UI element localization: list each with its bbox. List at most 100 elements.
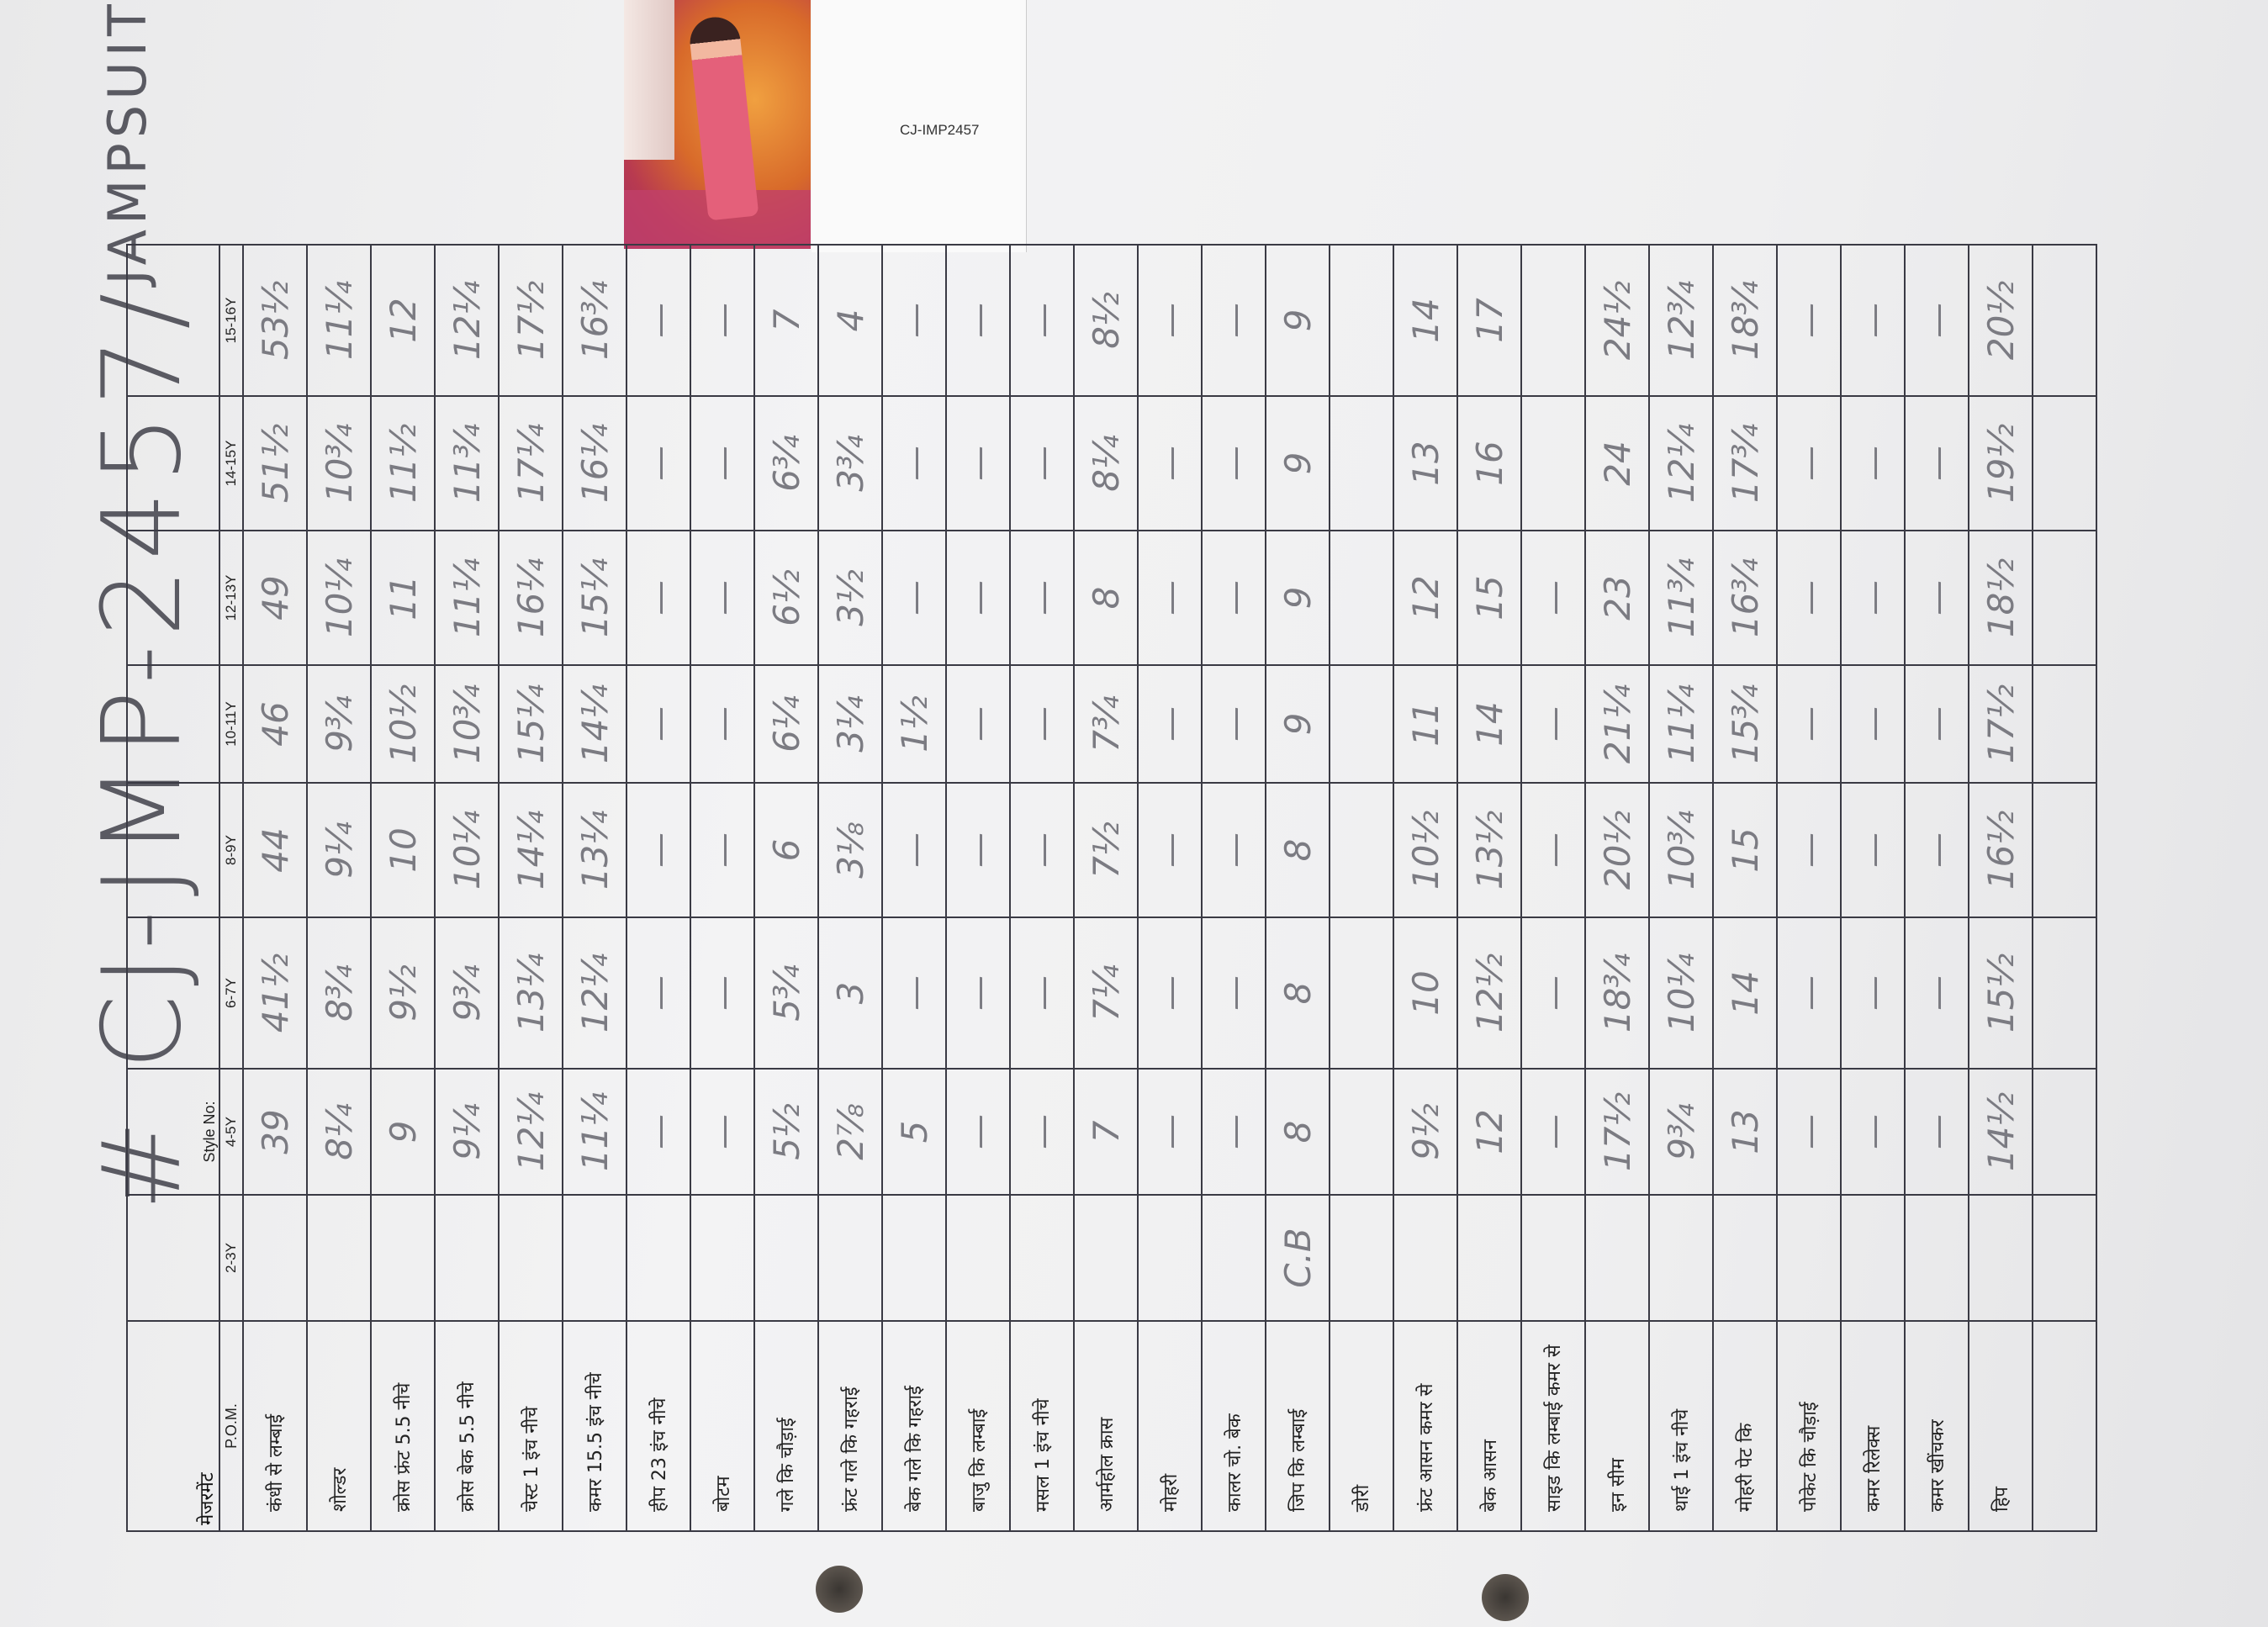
measurement-value: — [882,531,946,665]
measurement-value: 9 [1266,245,1330,396]
measurement-value: 9¾ [307,665,371,783]
measurement-value: 10¼ [1649,917,1713,1069]
measurement-value: 1½ [882,665,946,783]
measurement-value: 7 [754,245,818,396]
measurement-value: 11¼ [307,245,371,396]
measurement-point-label: साइड कि लम्बाई कमर से [1521,1321,1585,1531]
measurement-value: 10 [1393,917,1457,1069]
measurement-value: 11 [1393,665,1457,783]
table-row: मोहरी — — — — — — — [1138,245,1202,1531]
measurement-value [307,1195,371,1321]
table-row: कमर 15.5 इंच नीचे 11¼ 12¼ 13¼ 14¼ 15¼ 16¼ 16¾ [563,245,626,1531]
measurement-value [1010,1195,1074,1321]
measurement-value: — [690,783,754,917]
table-row: कंधी से लम्बाई 39 41½ 44 46 49 51½ 53½ [243,245,307,1531]
measurement-value: 5½ [754,1069,818,1195]
measurement-value: 44 [243,783,307,917]
punch-hole [816,1566,863,1613]
measurement-value: — [1138,665,1202,783]
table-row: हिप 14½ 15½ 16½ 17½ 18½ 19½ 20½ [1969,245,2033,1531]
measurement-value: 17¾ [1713,396,1777,531]
measurement-value [626,1195,690,1321]
table-row: कालर चो. बेक — — — — — — — [1202,245,1266,1531]
measurement-point-label: मोहरी [1138,1321,1202,1531]
photo-label-box: CJ-IMP2457 [812,0,1027,252]
measurement-value [1330,783,1393,917]
measurement-value [563,1195,626,1321]
measurement-value: — [1777,396,1841,531]
measurement-value: — [1841,783,1905,917]
measurement-value: 3 [818,917,882,1069]
measurement-value: 9 [371,1069,435,1195]
measurement-point-label: फ्रंट गले कि गहराई [818,1321,882,1531]
measurement-value [1521,396,1585,531]
measurement-value: 39 [243,1069,307,1195]
table-row: पोकेट कि चौड़ाई — — — — — — — [1777,245,1841,1531]
measurement-value [1074,1195,1138,1321]
measurement-point-label: बोटम [690,1321,754,1531]
measurement-value: 13 [1713,1069,1777,1195]
measurement-value: — [882,396,946,531]
measurement-value: 51½ [243,396,307,531]
measurement-value [1330,665,1393,783]
measurement-value: 16¼ [499,531,563,665]
measurement-value: — [690,531,754,665]
measurement-value: 5 [882,1069,946,1195]
measurement-value [1330,396,1393,531]
measurement-value: — [1841,531,1905,665]
measurement-value: 23 [1585,531,1649,665]
measurement-value [1649,1195,1713,1321]
measurement-value: — [1841,917,1905,1069]
measurement-value: 9¼ [307,783,371,917]
measurement-heading: मेजरमेंट [197,1472,218,1525]
measurement-value: 9¾ [1649,1069,1713,1195]
table-row: फ्रंट गले कि गहराई 2⅞ 3 3⅛ 3¼ 3½ 3¾ 4 [818,245,882,1531]
measurement-value [1393,1195,1457,1321]
measurement-value: — [1202,917,1266,1069]
measurement-value: 20½ [1585,783,1649,917]
measurement-value: 15 [1457,531,1521,665]
table-row: इन सीम 17½ 18¾ 20½ 21¼ 23 24 24½ [1585,245,1649,1531]
measurement-value: 3¾ [818,396,882,531]
measurement-value: — [1202,245,1266,396]
measurement-value: — [946,531,1010,665]
measurement-value: 13¼ [563,783,626,917]
measurement-value: — [1905,396,1969,531]
measurement-value: 8¾ [307,917,371,1069]
measurement-value: — [1777,917,1841,1069]
measurement-value [2033,1069,2096,1195]
table-row: कमर खींचकर — — — — — — — [1905,245,1969,1531]
measurement-value: 8 [1266,917,1330,1069]
corner-header: मेजरमेंट [127,1321,219,1531]
measurement-value: 4 [818,245,882,396]
measurement-value: 10¾ [435,665,499,783]
size-header-10-11y: 10-11Y [219,665,243,783]
measurement-point-label: मसल 1 इंच नीचे [1010,1321,1074,1531]
measurement-value: — [1521,531,1585,665]
measurement-value: 9¼ [435,1069,499,1195]
measurement-value: — [626,665,690,783]
measurement-value: — [946,665,1010,783]
measurement-value: 15¼ [563,531,626,665]
measurement-value: — [882,917,946,1069]
measurement-value [1330,531,1393,665]
size-header-14-15y: 14-15Y [219,396,243,531]
size-header-15-16y: 15-16Y [219,245,243,396]
measurement-value: — [1138,1069,1202,1195]
measurement-value: — [946,396,1010,531]
measurement-table: मेजरमेंट Style No: P.O.M. 2-3Y 4-5Y 6-7Y 8-… [126,244,2097,1532]
measurement-value: — [690,396,754,531]
measurement-value [1138,1195,1202,1321]
measurement-value: 14 [1393,245,1457,396]
measurement-value: — [1202,531,1266,665]
measurement-value [818,1195,882,1321]
measurement-value: — [626,531,690,665]
table-row: हीप 23 इंच नीचे — — — — — — — [626,245,690,1531]
measurement-value [1330,1195,1393,1321]
measurement-value: — [1010,531,1074,665]
measurement-value: — [1138,245,1202,396]
size-header-8-9y: 8-9Y [219,783,243,917]
measurement-point-label: इन सीम [1585,1321,1649,1531]
measurement-value [754,1195,818,1321]
measurement-point-label: मोहरी पेट कि [1713,1321,1777,1531]
